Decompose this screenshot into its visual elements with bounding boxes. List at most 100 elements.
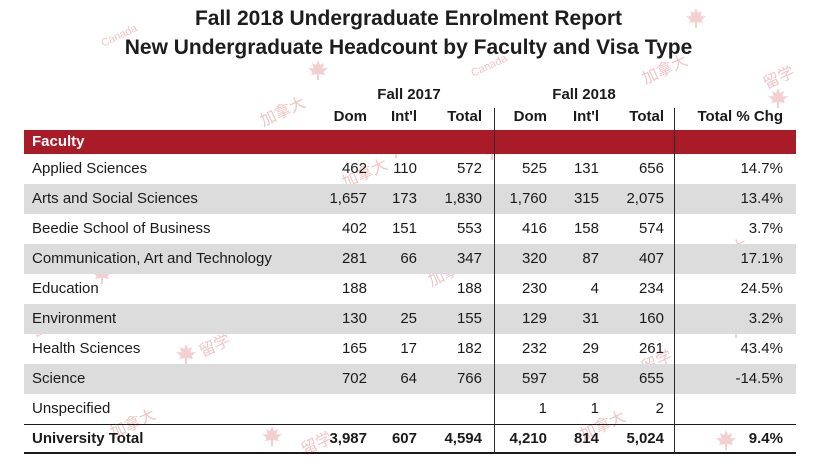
col-header-intl-2017: Int'l — [390, 108, 417, 125]
cell-i18: 58 — [582, 370, 599, 387]
total-bottom-rule — [24, 452, 796, 454]
cell-t17: 766 — [456, 370, 482, 387]
cell-i17: 25 — [400, 310, 417, 327]
cell-t18: 2 — [655, 400, 664, 417]
faculty-name: Communication, Art and Technology — [32, 250, 272, 267]
table-row: Health Sciences 165 17 182 232 29 261 43.4% — [24, 334, 796, 364]
total-cell-pct: 9.4% — [748, 430, 783, 447]
faculty-name: Beedie School of Business — [32, 220, 211, 237]
cell-d17: 281 — [341, 250, 367, 267]
cell-pct: 3.7% — [748, 220, 783, 237]
faculty-name: Science — [32, 370, 86, 387]
report-title: Fall 2018 Undergraduate Enrolment Report — [194, 7, 623, 30]
cell-d17: 165 — [341, 340, 367, 357]
cell-d17: 402 — [341, 220, 367, 237]
table-row: Applied Sciences 462 110 572 525 131 656 14.7% — [24, 154, 796, 184]
cell-d18: 320 — [521, 250, 547, 267]
col-header-dom-2017: Dom — [333, 108, 367, 125]
maple-leaf-icon — [768, 88, 788, 108]
total-label: University Total — [32, 430, 144, 447]
cell-i18: 31 — [582, 310, 599, 327]
total-cell-d17: 3,987 — [329, 430, 367, 447]
cell-i18: 315 — [573, 190, 599, 207]
cell-d17: 702 — [341, 370, 367, 387]
cell-i18: 1 — [590, 400, 599, 417]
cell-t17: 1,830 — [444, 190, 482, 207]
cell-pct: 3.2% — [748, 310, 783, 327]
col-header-total-2017: Total — [447, 108, 482, 125]
cell-d18: 597 — [521, 370, 547, 387]
col-header-total-2018: Total — [629, 108, 664, 125]
table-row: Science 702 64 766 597 58 655 -14.5% — [24, 364, 796, 394]
faculty-name: Education — [32, 280, 99, 297]
cell-d17: 1,657 — [329, 190, 367, 207]
cell-t17: 182 — [456, 340, 482, 357]
cell-i17: 66 — [400, 250, 417, 267]
cell-d17: 130 — [341, 310, 367, 327]
table-row: Beedie School of Business 402 151 553 416 158… — [24, 214, 796, 244]
cell-t18: 261 — [638, 340, 664, 357]
cell-t17: 553 — [456, 220, 482, 237]
cell-i17: 17 — [400, 340, 417, 357]
cell-d18: 416 — [521, 220, 547, 237]
total-cell-d18: 4,210 — [509, 430, 547, 447]
total-cell-i17: 607 — [391, 430, 417, 447]
col-header-dom-2018: Dom — [513, 108, 547, 125]
cell-pct: 13.4% — [740, 190, 783, 207]
cell-pct: 14.7% — [740, 160, 783, 177]
group-header-2018: Fall 2018 — [552, 86, 616, 103]
faculty-name: Unspecified — [32, 400, 111, 417]
total-cell-i18: 814 — [573, 430, 599, 447]
cell-t17: 155 — [456, 310, 482, 327]
cell-d18: 232 — [521, 340, 547, 357]
cell-i17: 173 — [391, 190, 417, 207]
cell-t18: 574 — [638, 220, 664, 237]
cell-d18: 230 — [521, 280, 547, 297]
cell-pct: 17.1% — [740, 250, 783, 267]
cell-t17: 572 — [456, 160, 482, 177]
cell-t18: 2,075 — [626, 190, 664, 207]
table-row: Environment 130 25 155 129 31 160 3.2% — [24, 304, 796, 334]
cell-i17: 110 — [393, 160, 417, 177]
total-cell-t17: 4,594 — [444, 430, 482, 447]
cell-t18: 160 — [638, 310, 664, 327]
table-row: Unspecified 1 1 2 — [24, 394, 796, 424]
cell-t17: 347 — [456, 250, 482, 267]
table-row: Communication, Art and Technology 281 66 34… — [24, 244, 796, 274]
cell-i18: 87 — [582, 250, 599, 267]
faculty-name: Health Sciences — [32, 340, 141, 357]
cell-pct: 24.5% — [740, 280, 783, 297]
cell-t18: 655 — [638, 370, 664, 387]
cell-t18: 656 — [638, 160, 664, 177]
cell-i18: 4 — [590, 280, 599, 297]
cell-i18: 131 — [573, 160, 599, 177]
cell-i18: 158 — [573, 220, 599, 237]
cell-pct: 43.4% — [740, 340, 783, 357]
cell-t17: 188 — [456, 280, 482, 297]
table-row: Education 188 188 230 4 234 24.5% — [24, 274, 796, 304]
cell-i18: 29 — [582, 340, 599, 357]
faculty-name: Arts and Social Sciences — [32, 190, 198, 207]
faculty-header-label: Faculty — [32, 133, 85, 150]
cell-d17: 188 — [341, 280, 367, 297]
faculty-name: Applied Sciences — [32, 160, 148, 177]
cell-d18: 525 — [521, 160, 547, 177]
cell-d17: 462 — [341, 160, 367, 177]
total-cell-t18: 5,024 — [626, 430, 664, 447]
cell-i17: 64 — [400, 370, 417, 387]
column-divider — [494, 108, 495, 454]
col-header-pct-change: Total % Chg — [697, 108, 783, 125]
maple-leaf-icon — [308, 60, 328, 80]
cell-t18: 407 — [638, 250, 664, 267]
report-subtitle: New Undergraduate Headcount by Faculty a… — [124, 36, 693, 59]
cell-pct: -14.5% — [735, 370, 783, 387]
column-divider — [674, 108, 675, 454]
cell-d18: 1 — [538, 400, 547, 417]
cell-t18: 234 — [638, 280, 664, 297]
col-header-intl-2018: Int'l — [572, 108, 599, 125]
faculty-header-bar: Faculty — [24, 130, 796, 154]
total-row: University Total 3,987 607 4,594 4,210 814 5,0… — [24, 424, 796, 454]
group-header-2017: Fall 2017 — [377, 86, 441, 103]
table-row: Arts and Social Sciences 1,657 173 1,830 1,7… — [24, 184, 796, 214]
total-top-rule — [24, 424, 796, 425]
